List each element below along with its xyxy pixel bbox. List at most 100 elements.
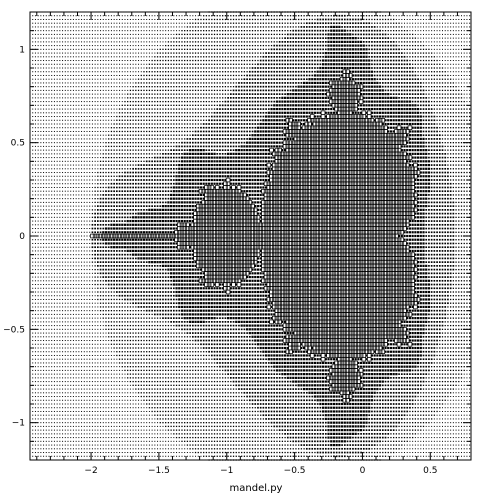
point (119, 377, 121, 379)
point (343, 406, 346, 409)
point (341, 451, 343, 454)
point (384, 361, 387, 365)
point (230, 425, 232, 428)
point (392, 361, 395, 365)
point (143, 433, 145, 435)
point (118, 358, 121, 360)
point (324, 433, 327, 435)
point (34, 455, 36, 457)
point (173, 362, 175, 364)
point (211, 399, 213, 401)
point (37, 422, 39, 424)
point (330, 432, 333, 435)
point (224, 395, 227, 398)
point (452, 380, 455, 383)
point (378, 365, 382, 368)
point (281, 346, 284, 350)
point (362, 410, 365, 413)
point (433, 448, 435, 450)
point (466, 366, 468, 368)
point (167, 377, 170, 379)
point (267, 403, 270, 405)
point (384, 354, 387, 357)
point (343, 436, 346, 439)
point (455, 366, 457, 368)
point (285, 349, 291, 354)
point (222, 403, 224, 405)
point (316, 451, 319, 454)
point (129, 414, 131, 416)
point (422, 350, 425, 353)
point (208, 366, 210, 368)
point (219, 403, 221, 405)
point (91, 440, 93, 442)
point (53, 433, 55, 435)
point (455, 410, 457, 412)
point (70, 388, 72, 390)
point (340, 440, 344, 443)
point (297, 418, 300, 420)
point (376, 391, 379, 394)
point (227, 399, 229, 401)
point (335, 395, 338, 398)
point (43, 407, 45, 409)
point (295, 429, 297, 431)
point (327, 365, 330, 368)
point (100, 403, 102, 405)
point (173, 440, 175, 442)
point (441, 403, 444, 405)
point (308, 425, 311, 428)
point (170, 429, 172, 431)
point (330, 384, 333, 387)
point (140, 437, 142, 439)
point (349, 429, 352, 432)
point (197, 380, 199, 383)
point (257, 365, 259, 368)
point (444, 377, 446, 379)
point (370, 373, 374, 376)
point (249, 451, 251, 454)
point (322, 421, 324, 424)
point (262, 365, 265, 368)
point (265, 362, 267, 364)
point (425, 354, 428, 357)
point (230, 451, 232, 454)
point (452, 455, 454, 457)
point (224, 407, 227, 409)
point (86, 373, 88, 375)
point (124, 452, 126, 454)
point (294, 380, 298, 383)
point (135, 362, 137, 364)
point (379, 451, 381, 454)
point (40, 455, 42, 457)
point (72, 414, 74, 416)
point (406, 361, 409, 365)
point (422, 395, 425, 398)
point (62, 429, 64, 431)
point (420, 414, 422, 416)
point (62, 452, 64, 454)
point (276, 395, 278, 398)
point (469, 399, 471, 401)
point (138, 444, 140, 446)
point (100, 437, 102, 439)
point (162, 399, 164, 401)
point (436, 414, 438, 416)
point (162, 351, 164, 353)
point (409, 455, 411, 457)
point (208, 347, 210, 349)
point (354, 399, 357, 402)
point (151, 452, 153, 454)
point (34, 437, 36, 439)
point (257, 399, 259, 402)
point (463, 354, 465, 357)
point (387, 358, 390, 361)
point (357, 387, 360, 391)
point (246, 433, 248, 435)
point (167, 422, 170, 424)
point (135, 425, 137, 427)
point (146, 433, 148, 435)
point (324, 410, 327, 413)
point (56, 373, 58, 375)
point (40, 433, 42, 435)
